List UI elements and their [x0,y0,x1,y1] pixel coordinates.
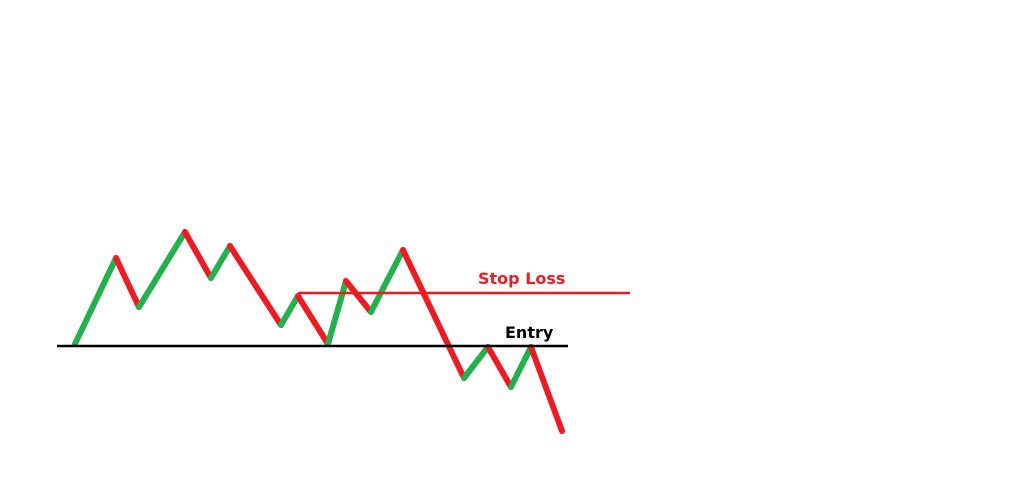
up-swing-segment [278,293,301,328]
down-swing-segment [182,229,214,281]
down-swing-segment [485,344,514,390]
down-swing-segment [400,247,467,381]
down-swing-segment [295,293,331,347]
down-swing-segment [528,344,565,434]
up-swing-segment [368,247,406,315]
up-swing-segment [72,255,119,347]
up-swing-segment [508,344,534,390]
up-swing-segment [325,278,349,347]
up-swing-segment [208,243,233,281]
down-swing-segment [227,243,284,328]
stop-loss-label: Stop Loss [478,269,565,288]
entry-label: Entry [505,323,554,342]
down-swing-segment [343,278,374,315]
up-swing-segment [136,229,188,310]
price-path [72,229,565,434]
down-swing-segment [113,255,142,310]
up-swing-segment [461,344,491,381]
